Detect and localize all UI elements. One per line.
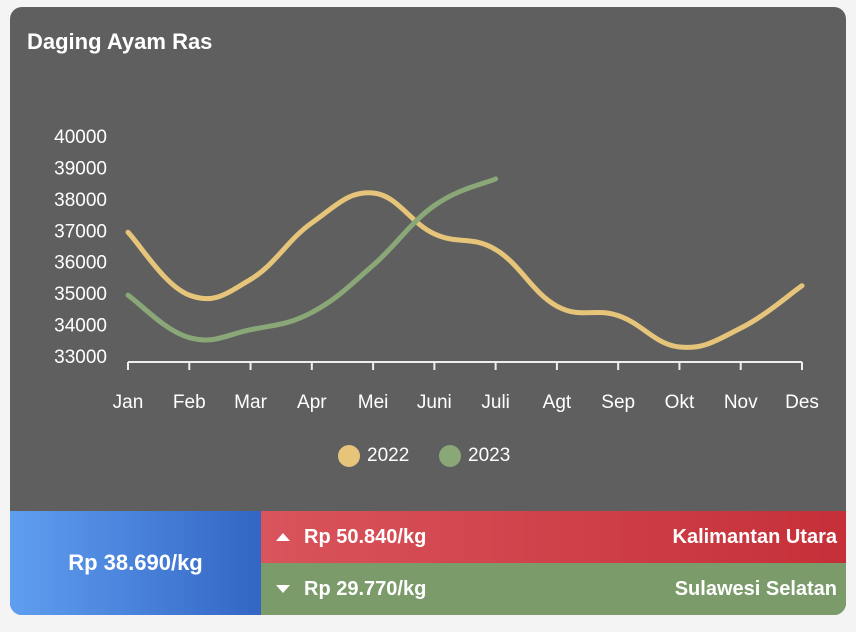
down-icon xyxy=(276,585,290,593)
y-tick-label: 33000 xyxy=(54,347,107,368)
chart-title: Daging Ayam Ras xyxy=(27,29,212,54)
y-tick-label: 40000 xyxy=(54,127,107,148)
x-tick-label: Juni xyxy=(417,392,452,413)
lowest-region: Sulawesi Selatan xyxy=(674,577,837,600)
price-card: Daging Ayam Ras 33000 34000 35000 36000 3700… xyxy=(10,7,846,615)
y-tick-label: 36000 xyxy=(54,253,107,274)
legend-label: 2023 xyxy=(468,445,510,466)
x-tick-label: Nov xyxy=(724,392,758,413)
x-tick-label: Jan xyxy=(113,392,144,413)
y-tick-label: 34000 xyxy=(54,316,107,337)
y-tick-label: 38000 xyxy=(54,190,107,211)
lowest-row: Rp 29.770/kg Sulawesi Selatan xyxy=(261,563,846,615)
x-tick-label: Okt xyxy=(665,392,695,413)
x-tick-label: Apr xyxy=(297,392,327,413)
x-tick-label: Mar xyxy=(234,392,267,413)
up-icon xyxy=(276,533,290,541)
highest-region: Kalimantan Utara xyxy=(672,525,838,548)
x-tick-label: Des xyxy=(785,392,819,413)
line-series xyxy=(125,176,499,343)
x-tick-label: Sep xyxy=(601,392,635,413)
y-tick-label: 39000 xyxy=(54,158,107,179)
y-tick-label: 37000 xyxy=(54,221,107,242)
chart: Daging Ayam Ras 33000 34000 35000 36000 3700… xyxy=(27,29,819,467)
x-tick-label: Juli xyxy=(481,392,510,413)
lowest-price: Rp 29.770/kg xyxy=(304,577,427,600)
legend-label: 2022 xyxy=(367,445,409,466)
x-tick-label: Feb xyxy=(173,392,206,413)
legend-swatch xyxy=(439,445,461,467)
legend-swatch xyxy=(338,445,360,467)
x-tick-label: Agt xyxy=(543,392,572,413)
average-price: Rp 38.690/kg xyxy=(10,511,261,615)
line-series xyxy=(125,190,805,350)
highest-row: Rp 50.840/kg Kalimantan Utara xyxy=(261,511,846,563)
y-tick-label: 35000 xyxy=(54,284,107,305)
x-tick-label: Mei xyxy=(358,392,389,413)
highest-price: Rp 50.840/kg xyxy=(304,525,427,548)
